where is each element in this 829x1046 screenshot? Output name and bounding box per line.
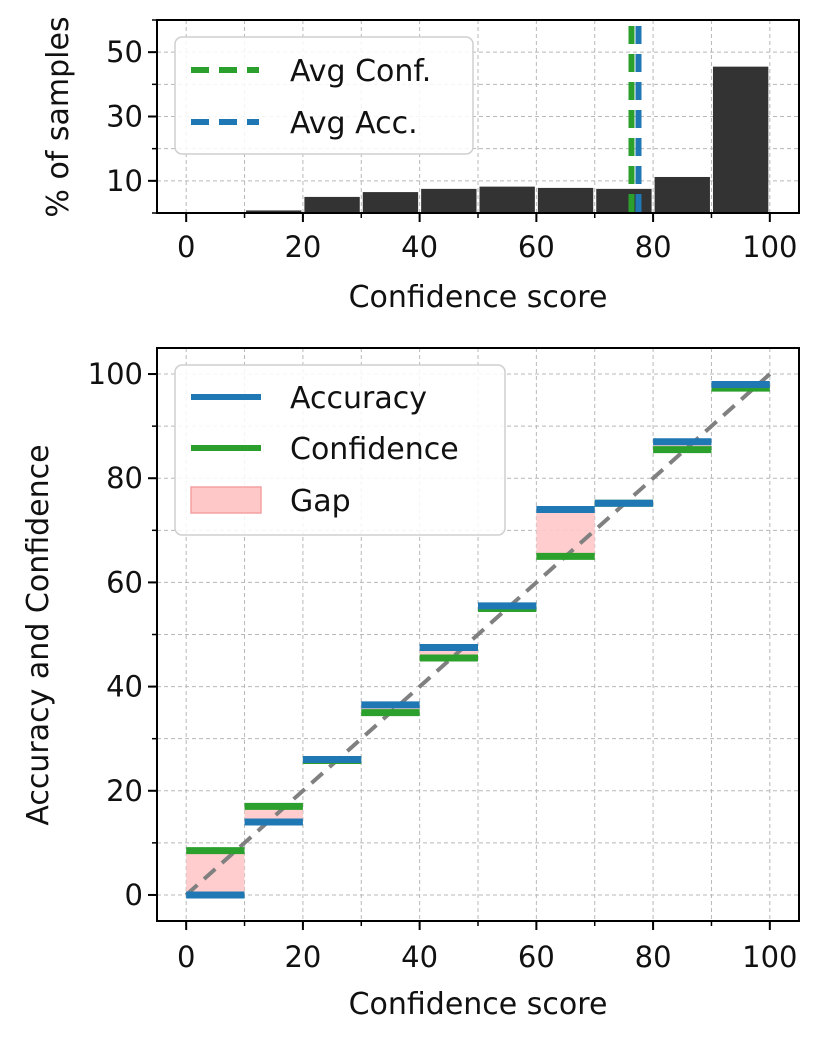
reliability-panel: 0 20 40 60 80 100 0 20 40 60 80 100 Confidence sco… <box>21 347 800 1022</box>
legend-gap-label: Gap <box>290 484 351 519</box>
hist-x-tick-label: 80 <box>635 230 672 264</box>
reliability-y-ticks: 0 20 40 60 80 100 <box>88 357 157 912</box>
histogram-bar <box>537 187 594 213</box>
legend-avg-conf-label: Avg Conf. <box>290 54 431 89</box>
histogram-x-axis-label: Confidence score <box>349 280 608 315</box>
rel-y-tick-label: 60 <box>106 565 143 599</box>
reliability-x-ticks: 0 20 40 60 80 100 <box>177 921 797 974</box>
rel-y-tick-label: 0 <box>125 878 143 912</box>
reliability-x-axis-label: Confidence score <box>349 987 608 1022</box>
reliability-legend: Accuracy Confidence Gap <box>174 364 506 536</box>
gap-fill <box>653 441 712 450</box>
accuracy-segments <box>186 380 770 899</box>
rel-y-tick-label: 20 <box>106 774 143 808</box>
rel-y-tick-label: 80 <box>106 461 143 495</box>
hist-y-tick-label: 10 <box>106 164 143 198</box>
histogram-bar <box>596 188 652 213</box>
hist-y-tick-label: 30 <box>106 100 143 134</box>
rel-y-tick-label: 100 <box>88 357 143 391</box>
histogram-panel: 0 20 40 60 80 100 10 30 50 Confidence score % o… <box>41 16 800 315</box>
histogram-x-ticks: 0 20 40 60 80 100 <box>177 213 797 264</box>
hist-x-tick-label: 0 <box>177 230 195 264</box>
gap-fill <box>244 806 303 823</box>
rel-x-tick-label: 40 <box>401 940 438 974</box>
histogram-bar <box>246 210 302 213</box>
rel-x-tick-label: 80 <box>635 940 672 974</box>
rel-x-tick-label: 100 <box>742 940 797 974</box>
legend-accuracy-label: Accuracy <box>290 381 427 416</box>
histogram-bars <box>187 66 769 214</box>
rel-x-tick-label: 60 <box>518 940 555 974</box>
histogram-bar <box>421 188 477 213</box>
average-lines <box>628 26 642 213</box>
legend-avg-acc-label: Avg Acc. <box>290 106 418 141</box>
hist-x-tick-label: 100 <box>742 230 797 264</box>
gap-fills <box>186 384 770 895</box>
gap-fill <box>419 647 478 658</box>
histogram-bar <box>304 196 360 213</box>
reliability-y-axis-label: Accuracy and Confidence <box>21 444 56 825</box>
hist-y-tick-label: 50 <box>106 35 143 69</box>
gap-fill <box>536 509 595 557</box>
hist-x-tick-label: 60 <box>518 230 555 264</box>
histogram-y-ticks: 10 30 50 <box>106 19 157 214</box>
rel-y-tick-label: 40 <box>106 670 143 704</box>
histogram-y-axis-label: % of samples <box>41 16 76 217</box>
hist-x-tick-label: 40 <box>401 230 438 264</box>
histogram-bar <box>362 192 419 213</box>
rel-x-tick-label: 0 <box>177 940 195 974</box>
hist-x-tick-label: 20 <box>284 230 321 264</box>
histogram-bar <box>654 176 710 213</box>
histogram-bar <box>479 186 535 213</box>
histogram-legend: Avg Conf. Avg Acc. <box>174 36 474 155</box>
legend-gap-swatch <box>190 486 262 514</box>
gap-fill <box>361 704 420 713</box>
rel-x-tick-label: 20 <box>284 940 321 974</box>
legend-confidence-label: Confidence <box>290 432 459 467</box>
histogram-bar <box>712 66 769 214</box>
